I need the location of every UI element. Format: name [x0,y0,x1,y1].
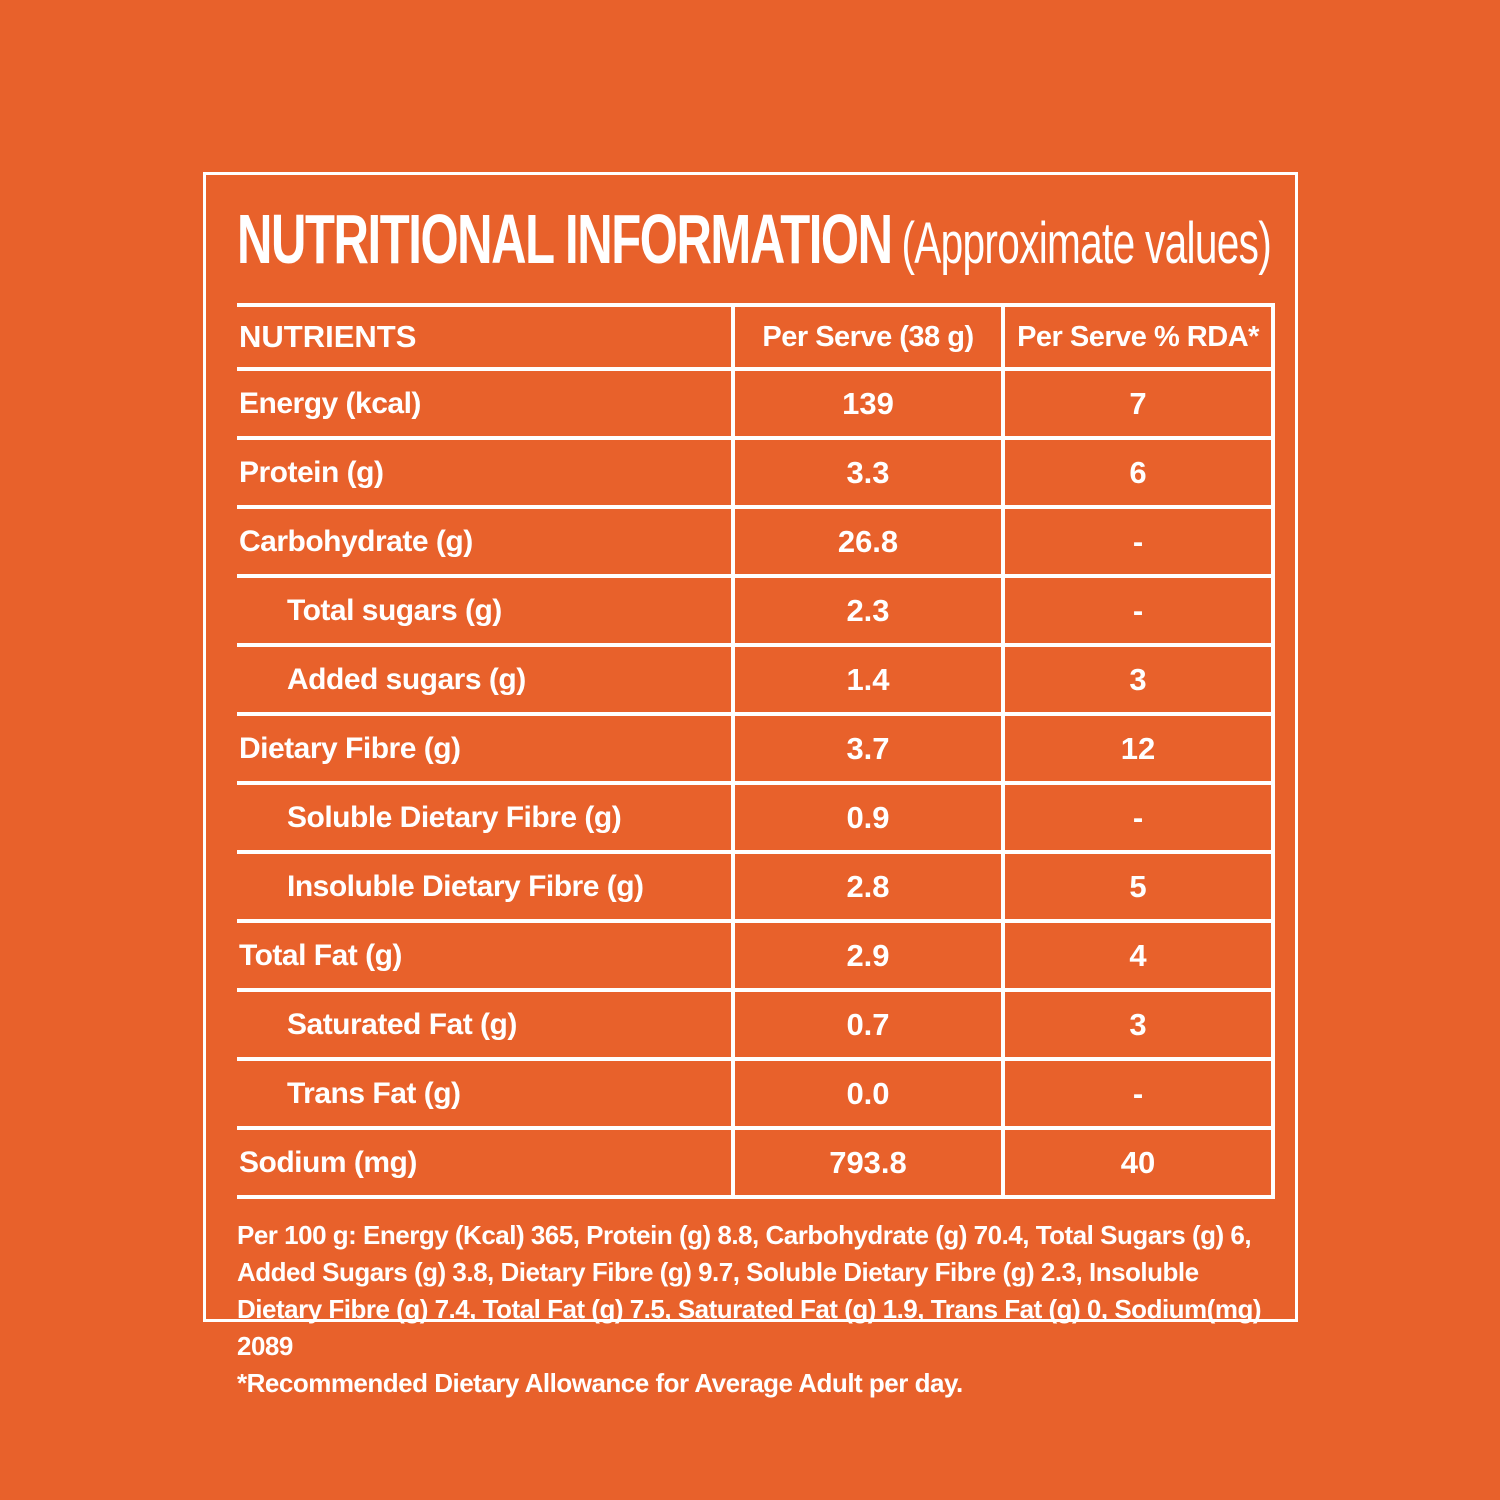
nutrient-name-cell: Trans Fat (g) [287,1076,461,1110]
table-row: Carbohydrate (g) 26.8 - [237,509,1271,578]
nutrient-name-cell: Total Fat (g) [239,938,402,972]
per-serve-value-cell: 3.3 [731,440,1001,505]
table-row: Sodium (mg) 793.8 40 [237,1130,1271,1199]
column-header-nutrients: NUTRIENTS [239,319,417,354]
table-row: Protein (g) 3.3 6 [237,440,1271,509]
nutrient-name-cell: Sodium (mg) [239,1145,417,1179]
panel-title-line: NUTRITIONAL INFORMATION (Approximate valu… [237,199,1272,279]
per-serve-value-cell: 2.3 [731,578,1001,643]
rda-value-cell: 7 [1001,371,1271,436]
table-row: Dietary Fibre (g) 3.7 12 [237,716,1271,785]
footnotes: Per 100 g: Energy (Kcal) 365, Protein (g… [237,1217,1275,1402]
table-row: Saturated Fat (g) 0.7 3 [237,992,1271,1061]
rda-value-cell: 40 [1001,1130,1271,1195]
rda-value-cell: 12 [1001,716,1271,781]
nutrient-name-cell: Dietary Fibre (g) [239,731,461,765]
rda-value-cell: 3 [1001,647,1271,712]
nutrition-panel: NUTRITIONAL INFORMATION (Approximate valu… [203,172,1298,1398]
table-row: Insoluble Dietary Fibre (g) 2.8 5 [237,854,1271,923]
table-row: Added sugars (g) 1.4 3 [237,647,1271,716]
per-serve-value-cell: 2.9 [731,923,1001,988]
table-row: Total sugars (g) 2.3 - [237,578,1271,647]
nutrient-name-cell: Saturated Fat (g) [287,1007,517,1041]
table-row: Soluble Dietary Fibre (g) 0.9 - [237,785,1271,854]
table-row: Energy (kcal) 139 7 [237,371,1271,440]
per-serve-value-cell: 0.7 [731,992,1001,1057]
rda-value-cell: - [1001,509,1271,574]
nutrient-name-cell: Protein (g) [239,455,384,489]
per-serve-value-cell: 0.9 [731,785,1001,850]
per-serve-value-cell: 1.4 [731,647,1001,712]
nutrient-name-cell: Insoluble Dietary Fibre (g) [287,869,644,903]
column-header-per-serve: Per Serve (38 g) [731,307,1001,367]
per-serve-value-cell: 3.7 [731,716,1001,781]
rda-value-cell: 3 [1001,992,1271,1057]
panel-title-sub: (Approximate values) [901,211,1272,276]
per-serve-value-cell: 139 [731,371,1001,436]
table-row: Trans Fat (g) 0.0 - [237,1061,1271,1130]
rda-value-cell: - [1001,1061,1271,1126]
table-row: Total Fat (g) 2.9 4 [237,923,1271,992]
nutrition-table: NUTRIENTS Per Serve (38 g) Per Serve % R… [237,303,1275,1199]
nutrient-name-cell: Carbohydrate (g) [239,524,473,558]
rda-footnote: *Recommended Dietary Allowance for Avera… [237,1368,963,1398]
table-header-row: NUTRIENTS Per Serve (38 g) Per Serve % R… [237,307,1271,371]
nutrient-name-cell: Energy (kcal) [239,386,421,420]
panel-title-main: NUTRITIONAL INFORMATION [237,200,893,278]
nutrient-name-cell: Soluble Dietary Fibre (g) [287,800,622,834]
rda-value-cell: 4 [1001,923,1271,988]
nutrient-name-cell: Total sugars (g) [287,593,502,627]
per-serve-value-cell: 0.0 [731,1061,1001,1126]
panel-title: NUTRITIONAL INFORMATION (Approximate valu… [237,175,1272,303]
rda-value-cell: - [1001,785,1271,850]
rda-value-cell: 6 [1001,440,1271,505]
rda-value-cell: 5 [1001,854,1271,919]
nutrition-panel-inner: NUTRITIONAL INFORMATION (Approximate valu… [237,175,1275,1398]
per-serve-value-cell: 2.8 [731,854,1001,919]
per-100g-note: Per 100 g: Energy (Kcal) 365, Protein (g… [237,1220,1262,1361]
column-header-per-serve-rda: Per Serve % RDA* [1001,307,1271,367]
nutrient-name-cell: Added sugars (g) [287,662,526,696]
rda-value-cell: - [1001,578,1271,643]
per-serve-value-cell: 793.8 [731,1130,1001,1195]
per-serve-value-cell: 26.8 [731,509,1001,574]
